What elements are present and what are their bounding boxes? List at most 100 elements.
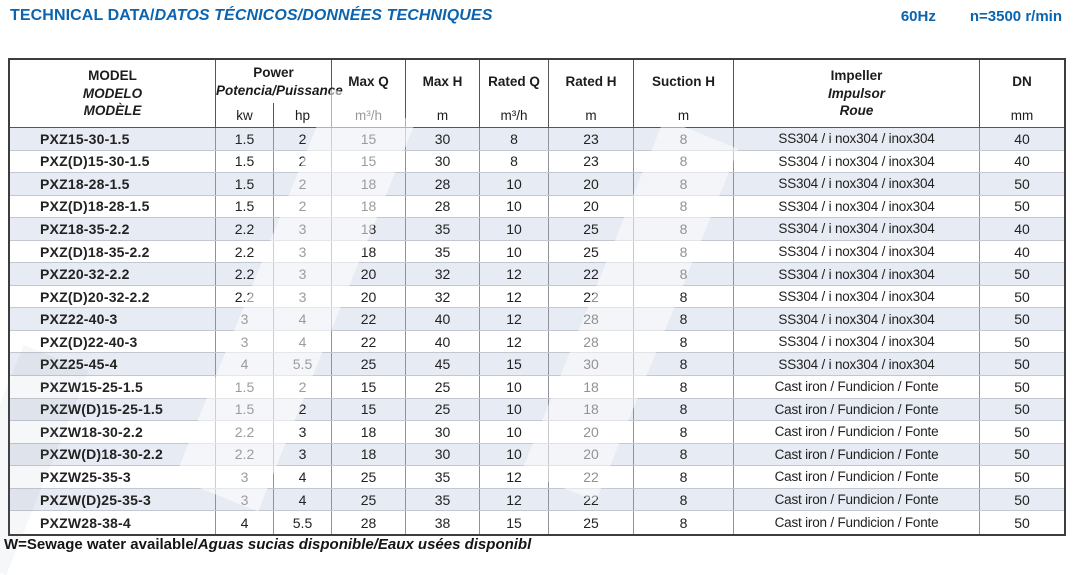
cell-model: PXZ(D)18-28-1.5 (10, 195, 216, 218)
cell-model: PXZW28-38-4 (10, 511, 216, 534)
cell-max-q: 18 (332, 195, 406, 218)
cell-hp: 3 (274, 218, 332, 240)
cell-max-h: 25 (406, 376, 480, 398)
cell-dn: 50 (1014, 514, 1030, 531)
header-specs: 60Hz n=3500 r/min (901, 7, 1062, 25)
cell-kw: 4 (216, 511, 274, 534)
cell-rated-q: 15 (480, 511, 549, 534)
cell-impeller: SS304 / i nox304 / inox304 (734, 330, 980, 353)
cell-suction-h: 8 (634, 128, 734, 150)
cell-rated-q: 12 (480, 285, 549, 308)
cell-dn: 50 (1014, 446, 1030, 463)
unit-hp: hp (273, 103, 331, 127)
power-units: kw hp (216, 103, 331, 127)
cell-model: PXZ(D)15-30-1.5 (10, 150, 216, 173)
cell-hp: 4 (274, 330, 332, 353)
cell-suction-h: 8 (634, 488, 734, 511)
cell-suction-h: 8 (634, 511, 734, 534)
cell-suction-h: 8 (634, 398, 734, 421)
cell-hp: 3 (274, 263, 332, 285)
cell-rated-q: 12 (480, 263, 549, 285)
cell-hp: 2 (274, 173, 332, 195)
cell-model: PXZW18-30-2.2 (10, 421, 216, 443)
power-header-intl: Potencia/Puissance (216, 82, 343, 98)
technical-data-table: MODEL MODELO MODÈLE Power Potencia/Puiss… (8, 58, 1066, 536)
cell-impeller: SS304 / i nox304 / inox304 (734, 285, 980, 308)
cell-rated-h: 30 (549, 353, 634, 376)
cell-max-q: 18 (332, 240, 406, 263)
column-header-max-q: Max Q m³/h (332, 60, 406, 127)
cell-rated-h: 22 (549, 488, 634, 511)
column-header-rated-q: Rated Q m³/h (480, 60, 549, 127)
table-row: PXZ(D)18-28-1.5 1.5 2 18 28 10 20 8 SS304 / i no… (10, 195, 1064, 219)
cell-max-q: 15 (332, 376, 406, 398)
cell-suction-h: 8 (634, 195, 734, 218)
cell-rated-h: 22 (549, 263, 634, 285)
cell-impeller: SS304 / i nox304 / inox304 (734, 308, 980, 330)
cell-max-q: 18 (332, 173, 406, 195)
model-header-es: MODELO (82, 85, 143, 101)
table-row: PXZW(D)15-25-1.5 1.5 2 15 25 10 18 8 Cast iron /… (10, 398, 1064, 422)
column-header-max-h: Max H m (406, 60, 480, 127)
cell-impeller: SS304 / i nox304 / inox304 (734, 195, 980, 218)
cell-rated-q: 10 (480, 398, 549, 421)
cell-rated-q: 8 (480, 150, 549, 173)
cell-max-h: 40 (406, 330, 480, 353)
column-header-dn: DN mm (980, 60, 1064, 127)
cell-model: PXZ18-35-2.2 (10, 218, 216, 240)
column-header-impeller: Impeller Impulsor Roue (734, 60, 980, 127)
cell-suction-h: 8 (634, 285, 734, 308)
impeller-header-es: Impulsor (827, 85, 885, 101)
table-row: PXZ22-40-3 3 4 22 40 12 28 8 SS304 / i nox304 / … (10, 308, 1064, 331)
cell-hp: 2 (274, 128, 332, 150)
table-row: PXZ20-32-2.2 2.2 3 20 32 12 22 8 SS304 / i nox30… (10, 263, 1064, 286)
cell-rated-h: 23 (549, 128, 634, 150)
impeller-header-en: Impeller (830, 68, 883, 84)
cell-model: PXZ(D)22-40-3 (10, 330, 216, 353)
cell-suction-h: 8 (634, 218, 734, 240)
cell-hp: 3 (274, 421, 332, 443)
cell-dn: 40 (1014, 130, 1030, 147)
cell-hp: 2 (274, 195, 332, 218)
cell-kw: 2.2 (216, 285, 274, 308)
cell-dn: 50 (1014, 401, 1030, 418)
cell-kw: 1.5 (216, 128, 274, 150)
cell-kw: 1.5 (216, 195, 274, 218)
cell-model: PXZ18-28-1.5 (10, 173, 216, 195)
cell-rated-h: 25 (549, 511, 634, 534)
table-row: PXZW25-35-3 3 4 25 35 12 22 8 Cast iron / Fundic… (10, 466, 1064, 489)
cell-rated-q: 12 (480, 330, 549, 353)
cell-kw: 1.5 (216, 376, 274, 398)
cell-impeller: Cast iron / Fundicion / Fonte (734, 466, 980, 488)
cell-dn: 50 (1014, 468, 1030, 485)
cell-max-h: 35 (406, 218, 480, 240)
cell-rated-q: 10 (480, 376, 549, 398)
cell-suction-h: 8 (634, 443, 734, 466)
cell-model: PXZ20-32-2.2 (10, 263, 216, 285)
cell-max-q: 22 (332, 308, 406, 330)
rated-q-unit: m³/h (500, 107, 528, 123)
cell-suction-h: 8 (634, 466, 734, 488)
cell-dn: 50 (1014, 356, 1030, 373)
cell-dn: 40 (1014, 243, 1030, 260)
cell-model: PXZW25-35-3 (10, 466, 216, 488)
cell-model: PXZ22-40-3 (10, 308, 216, 330)
cell-dn: 40 (1014, 153, 1030, 170)
cell-hp: 5.5 (274, 511, 332, 534)
cell-kw: 2.2 (216, 443, 274, 466)
cell-dn: 50 (1014, 198, 1030, 215)
cell-suction-h: 8 (634, 240, 734, 263)
page-title: TECHNICAL DATA/DATOS TÉCNICOS/DONNÉES TE… (10, 7, 492, 25)
column-header-suction-h: Suction H m (634, 60, 734, 127)
page-header: TECHNICAL DATA/DATOS TÉCNICOS/DONNÉES TE… (10, 7, 1062, 25)
suction-h-label: Suction H (652, 73, 715, 89)
cell-rated-h: 20 (549, 421, 634, 443)
table-row: PXZ15-30-1.5 1.5 2 15 30 8 23 8 SS304 / i nox304… (10, 128, 1064, 151)
cell-rated-h: 25 (549, 240, 634, 263)
cell-max-q: 22 (332, 330, 406, 353)
footer-note-italic: Aguas sucias disponible/Eaux usées dispo… (197, 536, 532, 553)
cell-model: PXZ15-30-1.5 (10, 128, 216, 150)
power-header-en: Power (253, 64, 294, 80)
cell-rated-q: 12 (480, 466, 549, 488)
table-row: PXZ(D)20-32-2.2 2.2 3 20 32 12 22 8 SS304 / i no… (10, 285, 1064, 309)
